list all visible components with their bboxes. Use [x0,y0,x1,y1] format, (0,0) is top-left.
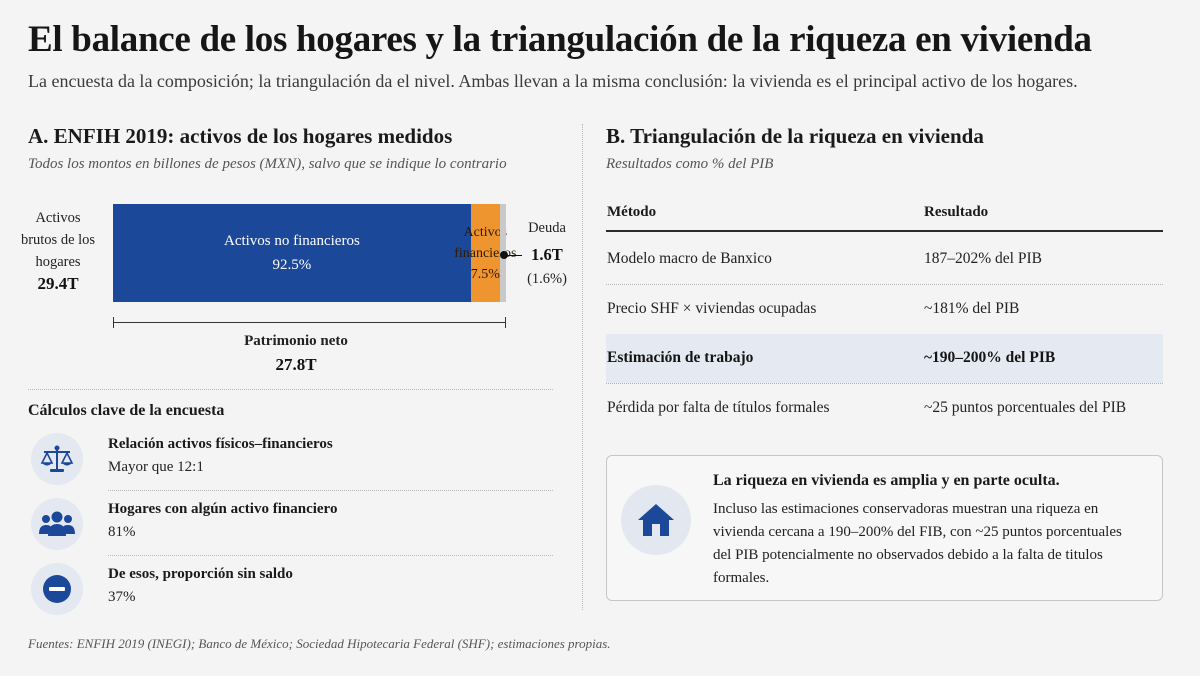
table-header-result: Resultado [924,204,989,220]
panel-a-title: A. ENFIH 2019: activos de los hogares me… [28,124,453,148]
bar-segment-financial: Activos financieros 7.5% [454,204,516,302]
panel-b-subtitle: Resultados como % del PIB [606,156,774,172]
callout-title: La riqueza en vivienda es amplia y en pa… [713,472,1060,489]
calc-value: 81% [108,524,136,540]
table-cell-method: Pérdida por falta de títulos formales [607,399,830,416]
segment-label: Activos no financieros [223,233,360,249]
panel-b-title: B. Triangulación de la riqueza en vivien… [606,124,984,148]
debt-label: Deuda [528,220,566,236]
minus-circle-icon [31,563,83,615]
balance-stacked-bar: Activos no financieros 92.5% Activos fin… [113,204,516,302]
debt-percent: (1.6%) [527,271,567,287]
table-cell-method: Precio SHF × viviendas ocupadas [607,300,817,317]
divider [108,555,553,556]
gross-assets-value: 29.4T [37,274,79,293]
calc-value: 37% [108,589,136,605]
table-row: Modelo macro de Banxico 187–202% del PIB [606,235,1163,284]
net-worth-bracket [113,317,506,328]
segment-value: 7.5% [470,266,500,282]
sources-footnote: Fuentes: ENFIH 2019 (INEGI); Banco de Mé… [28,636,611,651]
panel-a-subtitle: Todos los montos en billones de pesos (M… [28,156,507,172]
people-icon [31,498,83,550]
house-icon [621,485,691,555]
table-row-highlighted: Estimación de trabajo ~190–200% del PIB [606,334,1163,383]
calc-label: De esos, proporción sin saldo [108,566,293,582]
calc-label: Hogares con algún activo financiero [108,501,338,517]
debt-marker-dot [500,251,508,259]
page-title: El balance de los hogares y la triangula… [28,19,1092,60]
table-header-method: Método [607,204,657,220]
calc-value: Mayor que 12:1 [108,459,204,475]
divider [108,490,553,491]
scale-icon [31,433,83,485]
debt-value: 1.6T [531,245,563,264]
page-subtitle: La encuesta da la composición; la triang… [28,71,1078,91]
table-cell-method: Estimación de trabajo [607,349,754,366]
segment-value: 92.5% [272,257,312,273]
table-row: Precio SHF × viviendas ocupadas ~181% de… [606,285,1163,334]
calc-item: De esos, proporción sin saldo 37% [28,561,553,617]
calc-item: Hogares con algún activo financiero 81% [28,496,553,552]
table-cell-result: ~190–200% del PIB [924,349,1056,366]
gross-assets-label: Activos brutos de los hogares [20,210,96,270]
debt-marker-line [506,254,522,256]
key-takeaway-callout: La riqueza en vivienda es amplia y en pa… [606,455,1163,601]
table-cell-result: 187–202% del PIB [924,250,1042,267]
callout-body: Incluso las estimaciones conservadoras m… [713,501,1122,586]
calc-label: Relación activos físicos–financieros [108,436,333,452]
net-worth-label: Patrimonio neto [244,333,348,349]
net-worth-value: 27.8T [275,355,317,374]
bar-segment-non-financial: Activos no financieros 92.5% [113,204,471,302]
divider [28,389,553,390]
table-header-rule [606,230,1163,232]
calc-section-title: Cálculos clave de la encuesta [28,402,225,419]
table-row-divider [606,284,1163,285]
table-cell-method: Modelo macro de Banxico [607,250,772,267]
panel-divider [582,124,583,610]
table-cell-result: ~181% del PIB [924,300,1020,317]
table-row: Pérdida por falta de títulos formales ~2… [606,384,1163,433]
table-row-divider [606,383,1163,384]
table-cell-result: ~25 puntos porcentuales del PIB [924,399,1127,416]
calc-item: Relación activos físicos–financieros May… [28,431,553,487]
